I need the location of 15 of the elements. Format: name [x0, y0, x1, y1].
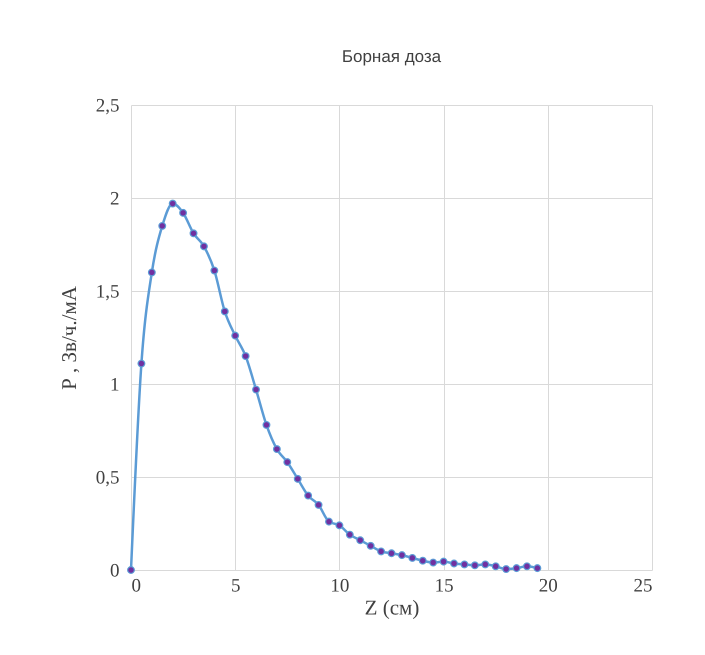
y-tick-label: 1	[110, 374, 120, 396]
y-tick-label: 0	[110, 560, 120, 582]
x-tick-label: 5	[230, 576, 240, 596]
y-tick-label: 1,5	[96, 282, 120, 302]
x-tick-label: 15	[434, 576, 454, 596]
x-axis-title: Z (см)	[364, 596, 420, 620]
y-tick-label: 2,5	[96, 96, 120, 116]
y-axis-title: Р , Зв/ч./мА	[56, 285, 81, 390]
y-tick-label: 2	[110, 188, 120, 210]
x-tick-label: 10	[330, 576, 350, 596]
chart-title: Борная доза	[342, 47, 442, 66]
x-tick-label: 20	[538, 576, 558, 596]
y-tick-label: 0,5	[96, 468, 120, 488]
x-tick-label: 0	[132, 576, 141, 596]
x-tick-label: 25	[634, 576, 652, 596]
